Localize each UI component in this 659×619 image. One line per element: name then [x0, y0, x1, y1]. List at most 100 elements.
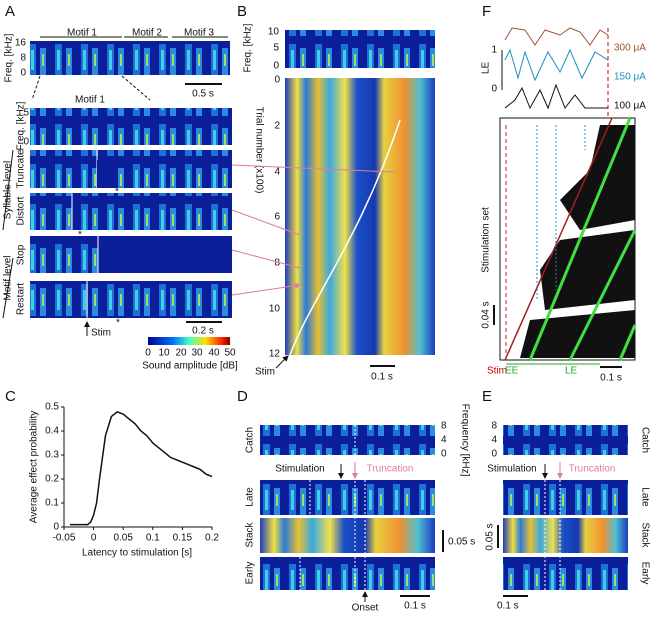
y-tick-label: 0	[53, 522, 59, 533]
tick-label: 10	[158, 348, 170, 359]
truncation	[97, 160, 117, 188]
legend-label: 150 μA	[614, 72, 646, 83]
scale-label: 0.1 s	[497, 601, 519, 612]
annotation: Stimulation	[275, 464, 324, 475]
tick-label: 4	[274, 167, 280, 178]
x-tick-label: 0.2	[205, 533, 219, 544]
tick-label: 16	[15, 38, 27, 49]
spectrogram	[30, 108, 232, 145]
trace	[504, 27, 609, 46]
row-label: Restart	[16, 283, 27, 315]
link-arrows	[231, 164, 396, 296]
group-brackets	[2, 149, 14, 319]
spectrogram	[30, 150, 232, 188]
latency-lines	[528, 117, 637, 361]
scale-label: 0.05 s	[448, 537, 475, 548]
row-label: Distort	[16, 196, 27, 225]
annotation: Truncation	[569, 464, 616, 475]
row-label: Early	[245, 562, 256, 585]
row-label: Stop	[16, 244, 27, 265]
annotation: EE	[505, 366, 519, 377]
annotation: Stimulation	[487, 464, 536, 475]
motif-label: Motif 2	[132, 28, 162, 39]
spectrogram	[260, 557, 435, 590]
tick-label: 10	[269, 304, 281, 315]
group-label: Motif level	[3, 255, 14, 300]
axis-label: LE	[481, 62, 492, 75]
raster	[260, 518, 435, 553]
motif-label: Motif 3	[184, 28, 214, 39]
axis-label: Stimulation set	[481, 207, 492, 273]
motif-label: Motif 1	[75, 95, 105, 106]
panel-d: Catch Late Stack Early 8 4 0 Frequency […	[245, 404, 476, 614]
axis-label: Trial number (x100)	[253, 107, 264, 194]
scale-label: 0.1 s	[404, 601, 426, 612]
scale-label: 0.2 s	[192, 326, 214, 337]
spectrogram	[260, 425, 435, 455]
colorbar	[148, 337, 230, 345]
tick-label: 0	[23, 137, 29, 148]
spectrogram	[30, 236, 98, 273]
row-label: Stack	[639, 522, 650, 548]
row-label: Freq. [kHz]	[16, 101, 27, 150]
tick-label: 40	[208, 348, 220, 359]
panel-b: Freq. [kHz] 10 5 0 Trial number (x100) 0…	[231, 23, 435, 383]
star: *	[78, 230, 82, 241]
spectrogram	[503, 480, 628, 515]
zoom-lines	[31, 75, 151, 101]
colorbar-label: Sound amplitude [dB]	[142, 361, 238, 372]
row-label: Late	[639, 487, 650, 507]
row-label: Late	[245, 487, 256, 507]
y-tick-label: 0.4	[45, 426, 59, 437]
y-tick-label: 0.3	[45, 450, 59, 461]
panel-label: A	[5, 3, 15, 20]
tick-label: 6	[274, 212, 280, 223]
spectrogram	[503, 557, 628, 590]
panel-label: B	[237, 3, 247, 20]
tick-label: 8	[441, 421, 447, 432]
spectrogram	[30, 193, 232, 230]
panel-label: D	[237, 388, 248, 405]
tick-label: 8	[491, 421, 497, 432]
scale-label: 0.1 s	[600, 373, 622, 384]
tick-label: 12	[269, 349, 281, 360]
y-tick-label: 0.1	[45, 498, 59, 509]
annotation: LE	[565, 366, 578, 377]
tick-label: 0	[274, 75, 280, 86]
axis-label: Freq. [kHz]	[4, 33, 15, 82]
axis-label: Latency to stimulation [s]	[82, 548, 192, 559]
tick-label: 10	[268, 27, 280, 38]
trace	[504, 83, 608, 110]
x-tick-label: 0.15	[173, 533, 193, 544]
y-tick-label: 0.2	[45, 474, 59, 485]
panel-a: Motif 1 Motif 2 Motif 3 Freq. [kHz] 16 8…	[2, 28, 238, 372]
row-label: Catch	[639, 427, 650, 453]
stim-trace	[289, 119, 401, 356]
tick-label: 0	[441, 449, 447, 460]
scale-label: 0.5 s	[192, 89, 214, 100]
tick-label: 5	[273, 43, 279, 54]
annotation: Truncation	[367, 464, 414, 475]
row-label: Catch	[245, 427, 256, 453]
spectrogram	[285, 30, 435, 68]
tick-label: 1	[491, 45, 497, 56]
panel-e: 8 4 0 Catch Late Stack Early Stimulation…	[485, 421, 651, 612]
stim-line	[504, 117, 613, 361]
raster	[503, 518, 628, 553]
tick-label: 8	[274, 258, 280, 269]
scale-label: 0.1 s	[371, 372, 393, 383]
tick-label: 0	[491, 84, 497, 95]
panel-f: 300 μA 150 μA 100 μA LE 1 0 Stimulation …	[481, 27, 646, 384]
x-tick-label: 0.1	[146, 533, 160, 544]
panel-labels: A B C D E F	[5, 3, 492, 405]
panel-label: F	[482, 3, 491, 20]
tick-label: 30	[191, 348, 203, 359]
tick-label: 8	[20, 53, 26, 64]
trace	[504, 48, 609, 82]
raster	[285, 78, 435, 355]
marker-line	[536, 125, 586, 300]
panel-label: C	[5, 388, 16, 405]
scale-label: 0.04 s	[481, 301, 492, 328]
scale-label: 0.05 s	[485, 523, 496, 550]
